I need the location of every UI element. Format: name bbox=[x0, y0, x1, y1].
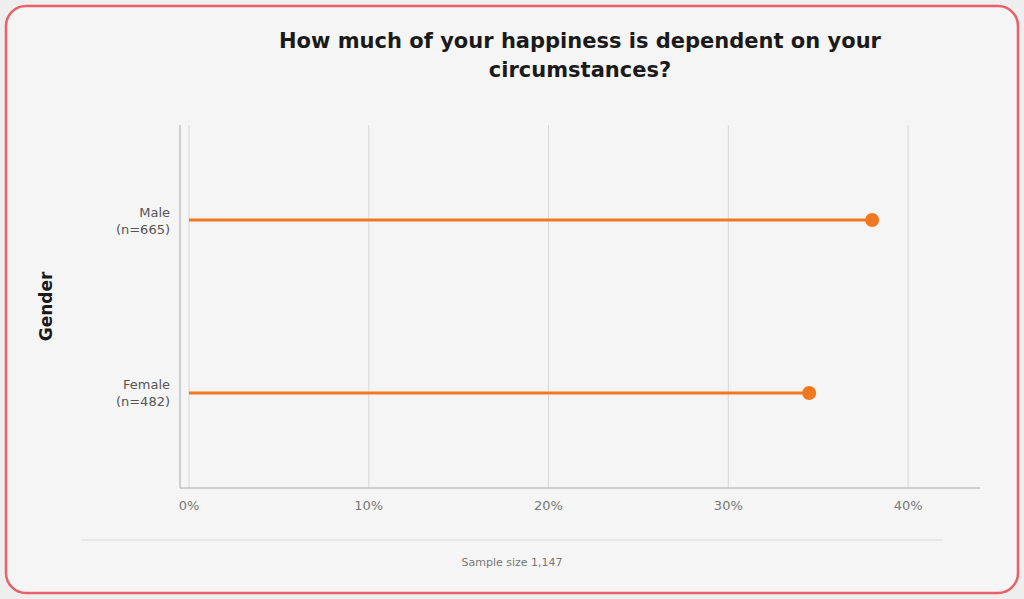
card bbox=[6, 6, 1018, 593]
marks bbox=[189, 213, 879, 400]
grid-line bbox=[908, 125, 909, 488]
lollipop-stem bbox=[189, 391, 809, 394]
text-line: (n=665) bbox=[116, 222, 170, 237]
chart: 0% 10% 20% 30% 40% Male (n=665) Female (n=482) Ge… bbox=[0, 0, 1024, 599]
x-grid bbox=[189, 125, 908, 488]
y-tick-label: Male (n=665) bbox=[116, 205, 170, 237]
text-line: Female bbox=[123, 377, 170, 392]
grid-line bbox=[368, 125, 369, 488]
x-tick-label: 30% bbox=[714, 498, 743, 513]
x-tick-label: 0% bbox=[179, 498, 200, 513]
y-axis-label: Gender bbox=[36, 271, 56, 341]
background bbox=[0, 0, 1024, 599]
title: How much of your happiness is dependent … bbox=[279, 29, 882, 82]
grid-line bbox=[548, 125, 549, 488]
y-tick-label: Female (n=482) bbox=[116, 377, 170, 409]
grid-line bbox=[728, 125, 729, 488]
y-axis-line bbox=[180, 125, 181, 488]
text-line: Male bbox=[139, 205, 170, 220]
text-line: (n=482) bbox=[116, 394, 170, 409]
text-line: circumstances? bbox=[489, 58, 671, 82]
separator bbox=[82, 540, 942, 541]
lollipop-dot bbox=[865, 213, 879, 227]
lollipop-stem bbox=[189, 219, 872, 222]
text-line: How much of your happiness is dependent … bbox=[279, 29, 882, 53]
annotation: Sample size 1,147 bbox=[461, 556, 562, 569]
x-tick-label: 10% bbox=[354, 498, 383, 513]
lollipop-dot bbox=[802, 386, 816, 400]
x-tick-label: 40% bbox=[894, 498, 923, 513]
x-tick-label: 20% bbox=[534, 498, 563, 513]
x-axis-line bbox=[180, 488, 980, 489]
grid-line bbox=[188, 125, 189, 488]
